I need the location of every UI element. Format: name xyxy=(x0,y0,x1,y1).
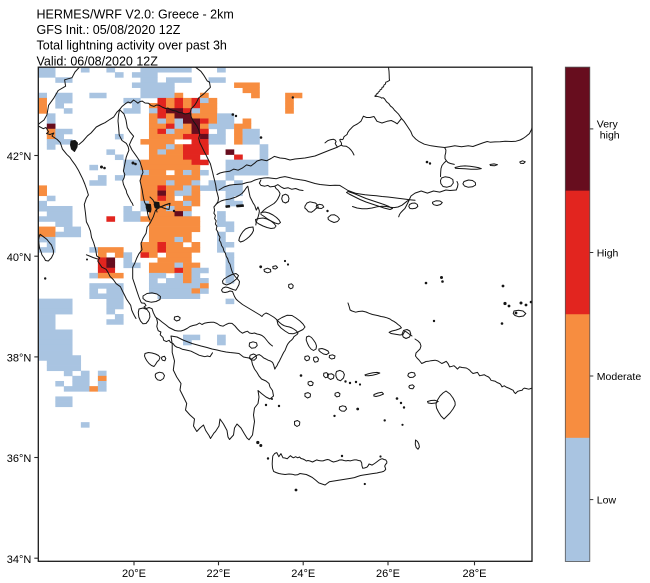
svg-text:40°N: 40°N xyxy=(7,252,32,264)
svg-text:36°N: 36°N xyxy=(7,453,32,465)
svg-text:high: high xyxy=(600,129,620,141)
svg-text:28°E: 28°E xyxy=(463,568,487,580)
svg-text:20°E: 20°E xyxy=(122,568,146,580)
svg-text:24°E: 24°E xyxy=(291,568,315,580)
svg-text:34°N: 34°N xyxy=(7,554,32,566)
svg-text:26°E: 26°E xyxy=(376,568,400,580)
svg-text:High: High xyxy=(597,247,619,259)
svg-text:GFS Init.: 05/08/2020 12Z: GFS Init.: 05/08/2020 12Z xyxy=(37,23,181,37)
svg-text:Low: Low xyxy=(597,494,617,506)
svg-text:Valid: 06/08/2020 12Z: Valid: 06/08/2020 12Z xyxy=(37,54,159,68)
svg-text:Moderate: Moderate xyxy=(597,371,642,383)
svg-text:Total lightning activity over: Total lightning activity over past 3h xyxy=(37,39,227,53)
svg-text:HERMES/WRF V2.0: Greece - 2km: HERMES/WRF V2.0: Greece - 2km xyxy=(37,8,234,22)
svg-text:38°N: 38°N xyxy=(7,353,32,365)
svg-text:Very: Very xyxy=(597,118,619,130)
svg-text:42°N: 42°N xyxy=(7,151,32,163)
svg-text:22°E: 22°E xyxy=(207,568,231,580)
